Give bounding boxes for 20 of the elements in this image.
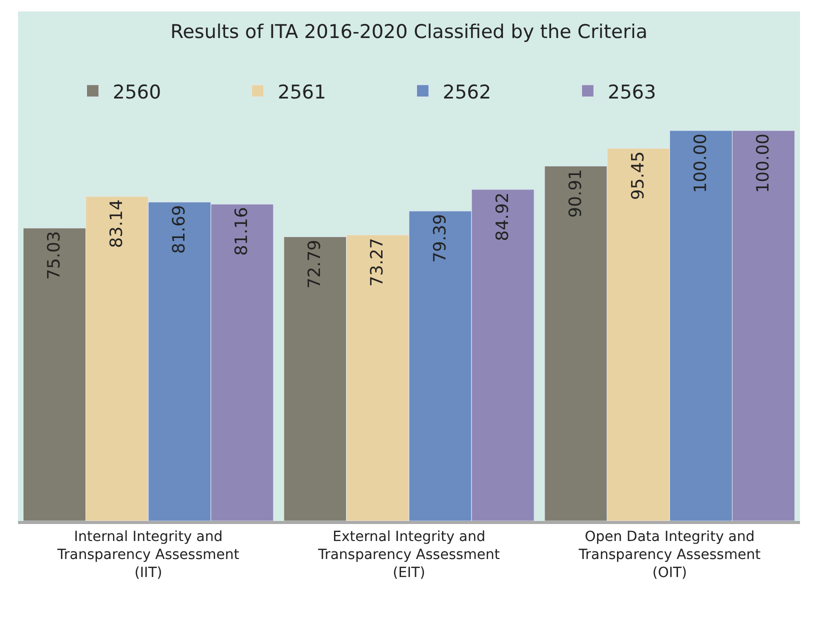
data-label: 100.00 [690, 134, 711, 194]
legend-label: 2563 [608, 81, 656, 104]
data-label: 81.16 [232, 207, 252, 256]
legend-label: 2562 [442, 81, 492, 104]
data-label: 79.39 [430, 214, 450, 263]
x-tick-label: Internal Integrity and Transparency Assessment (IIT) [56, 528, 240, 582]
data-label: 73.27 [368, 238, 388, 287]
data-label: 83.14 [107, 199, 128, 248]
data-label: 81.69 [170, 205, 190, 254]
legend-label: 2560 [112, 81, 162, 104]
data-label: 72.79 [305, 240, 326, 288]
legend-label: 2561 [278, 81, 326, 104]
x-tick-label: External Integrity and Transparency Assessment (EIT) [317, 528, 500, 582]
x-tick-label: Open Data Integrity and Transparency Assessment (OIT) [578, 528, 762, 582]
data-label: 95.45 [628, 151, 648, 200]
data-label: 75.03 [44, 231, 64, 280]
data-label: 100.00 [754, 134, 774, 194]
data-label: 90.91 [566, 169, 586, 218]
chart-title: Results of ITA 2016-2020 Classified by the Criteria [170, 21, 648, 44]
data-label: 84.92 [492, 192, 513, 242]
